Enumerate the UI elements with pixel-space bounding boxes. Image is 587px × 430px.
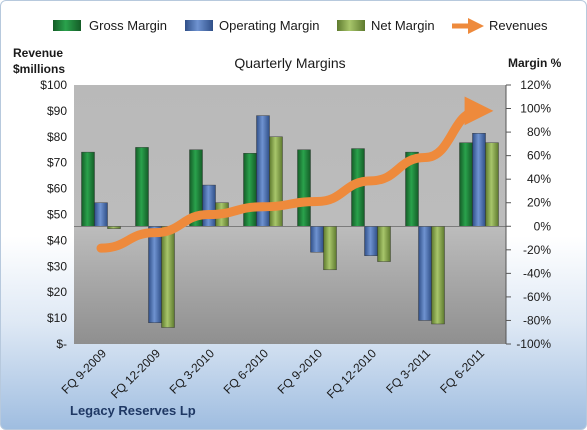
legend-swatch-net-margin [337, 20, 365, 31]
left-axis: $- $10 $20 $30 $40 $50 $60 $70 $80 $90 $100 [40, 78, 67, 351]
bar-operating-margin-fq-3-2011 [418, 226, 432, 321]
right-axis: -100% -80% -60% -40% -20% 0% 20% 40% 60% 80% 100% 1… [505, 78, 552, 351]
legend-label-gross-margin: Gross Margin [89, 18, 167, 33]
legend: Gross Margin Operating Margin Net Margin… [53, 17, 548, 35]
right-tick-label: 80% [527, 125, 551, 139]
right-tick-label: -100% [516, 337, 551, 351]
right-tick-label: 0% [534, 219, 552, 233]
category-label: FQ 12-2010 [324, 346, 379, 401]
left-tick-label: $60 [47, 182, 67, 196]
left-tick-label: $50 [47, 208, 67, 222]
bar-net-margin-fq-6-2010 [269, 136, 283, 227]
left-tick-label: $100 [40, 78, 67, 92]
bar-operating-margin-fq-12-2009 [148, 226, 162, 324]
left-tick-label: $10 [47, 311, 67, 325]
bar-gross-margin-fq-6-2010 [243, 153, 257, 227]
legend-label-operating-margin: Operating Margin [219, 18, 319, 33]
left-tick-label: $80 [47, 130, 67, 144]
right-tick-label: -40% [523, 266, 551, 280]
category-label: FQ 3-2011 [383, 346, 433, 396]
left-tick-label: $40 [47, 233, 67, 247]
bar-net-margin-fq-12-2009 [161, 226, 175, 328]
left-tick-label: $- [56, 337, 67, 351]
right-tick-label: -60% [523, 290, 551, 304]
bar-operating-margin-fq-9-2010 [310, 226, 324, 253]
category-label: FQ 6-2011 [437, 346, 487, 396]
bar-net-margin-fq-9-2010 [323, 226, 337, 271]
category-label: FQ 9-2010 [275, 346, 326, 397]
bar-gross-margin-fq-9-2009 [81, 151, 95, 227]
bar-net-margin-fq-9-2009 [107, 226, 121, 229]
right-tick-label: 100% [520, 102, 551, 116]
company-name: Legacy Reserves Lp [70, 403, 196, 418]
bar-net-margin-fq-6-2011 [485, 142, 499, 227]
left-axis-title-line1: Revenue [13, 46, 63, 60]
revenue-line [96, 96, 494, 253]
left-tick-label: $70 [47, 156, 67, 170]
left-axis-title-line2: $millions [13, 62, 65, 76]
category-label: FQ 3-2010 [167, 346, 218, 397]
bar-gross-margin-fq-9-2010 [297, 149, 311, 227]
bars-layer [74, 115, 506, 328]
left-tick-label: $30 [47, 259, 67, 273]
category-label: FQ 9-2009 [59, 346, 110, 397]
left-tick-label: $90 [47, 104, 67, 118]
bar-net-margin-fq-3-2011 [431, 226, 445, 325]
bar-gross-margin-fq-6-2011 [459, 142, 473, 227]
right-tick-label: 120% [520, 78, 551, 92]
right-tick-label: 20% [527, 196, 551, 210]
right-tick-label: 40% [527, 172, 551, 186]
category-label: FQ 6-2010 [221, 346, 272, 397]
right-tick-label: -20% [523, 243, 551, 257]
right-axis-title: Margin % [508, 56, 562, 70]
right-tick-label: 60% [527, 149, 551, 163]
left-tick-label: $20 [47, 285, 67, 299]
legend-swatch-operating-margin [185, 20, 213, 31]
legend-swatch-gross-margin [53, 20, 81, 31]
chart-title: Quarterly Margins [234, 55, 345, 71]
legend-label-revenues: Revenues [489, 18, 548, 33]
bar-operating-margin-fq-9-2009 [94, 202, 108, 227]
category-label: FQ 12-2009 [108, 346, 163, 401]
bar-operating-margin-fq-6-2011 [472, 133, 486, 227]
bar-net-margin-fq-12-2010 [377, 226, 391, 262]
revenue-line-layer [96, 96, 494, 253]
bar-gross-margin-fq-12-2009 [135, 147, 149, 227]
bar-operating-margin-fq-12-2010 [364, 226, 378, 256]
bar-operating-margin-fq-3-2010 [202, 184, 216, 227]
right-tick-label: -80% [523, 313, 551, 327]
legend-label-net-margin: Net Margin [371, 18, 435, 33]
